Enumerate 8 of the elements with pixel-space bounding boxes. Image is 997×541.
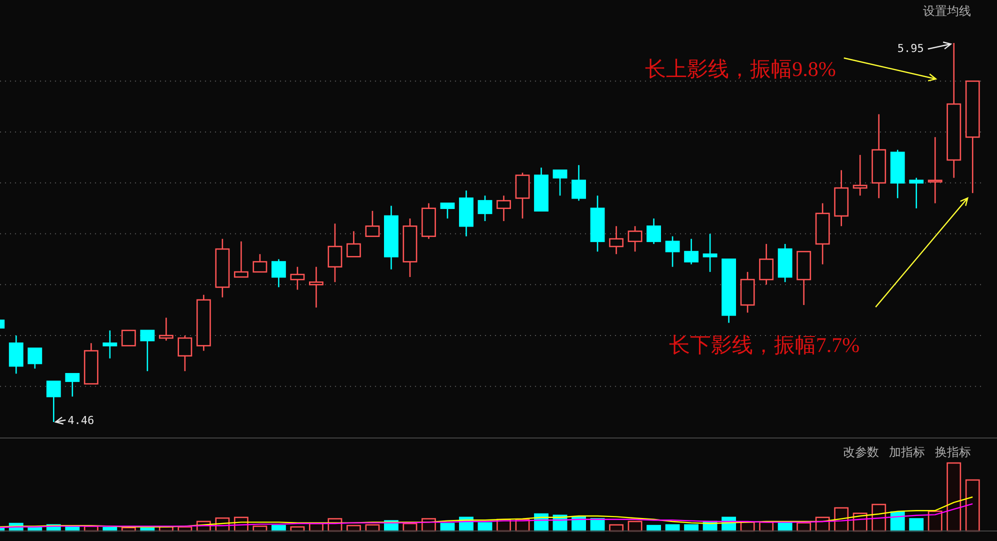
text: 加指标 [889,445,925,459]
annotation: 4.46 [68,414,94,427]
text: 改参数 [843,445,879,459]
annotation: 5.95 [897,42,924,55]
text: 换指标 [935,445,971,459]
annotation: 长下影线，振幅7.7% [668,333,860,358]
annotation: 长上影线，振幅9.8% [645,57,836,81]
text: 设置均线 [923,4,971,18]
